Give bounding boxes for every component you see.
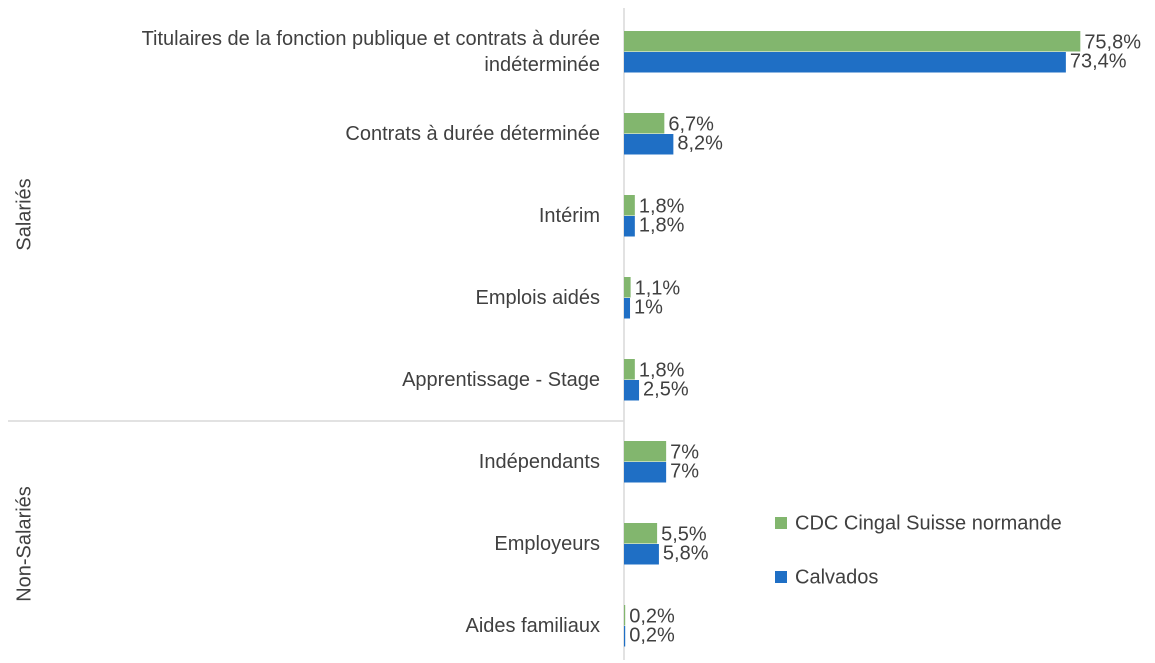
group-label: Salariés — [13, 178, 35, 250]
value-label: 1,1% — [635, 277, 681, 299]
value-label: 2,5% — [643, 378, 689, 400]
category-label: Intérim — [538, 205, 600, 227]
bar — [624, 544, 659, 565]
bar — [624, 523, 658, 544]
bar — [624, 462, 667, 483]
bar — [624, 195, 635, 216]
bar — [624, 605, 626, 626]
value-label: 5,5% — [661, 523, 707, 545]
value-label: 1% — [634, 296, 663, 318]
category-label: Apprentissage - Stage — [402, 369, 600, 391]
legend-label: Calvados — [795, 566, 878, 588]
bar — [624, 277, 631, 298]
bar — [624, 380, 640, 401]
value-label: 75,8% — [1084, 31, 1141, 53]
value-label: 1,8% — [639, 195, 685, 217]
bar — [624, 52, 1066, 73]
bar — [624, 134, 674, 155]
category-label: Indépendants — [478, 451, 600, 473]
value-label: 73,4% — [1070, 50, 1127, 72]
value-label: 1,8% — [639, 359, 685, 381]
legend-label: CDC Cingal Suisse normande — [795, 512, 1062, 534]
bar — [624, 31, 1081, 52]
legend-swatch — [775, 517, 787, 529]
value-label: 6,7% — [668, 113, 714, 135]
category-label: Aides familiaux — [465, 615, 600, 637]
value-label: 8,2% — [677, 132, 723, 154]
bar — [624, 359, 635, 380]
bar — [624, 113, 665, 134]
value-label: 1,8% — [639, 214, 685, 236]
legend-swatch — [775, 571, 787, 583]
value-label: 0,2% — [629, 605, 675, 627]
category-label: Employeurs — [494, 533, 600, 555]
category-label: Titulaires de la fonction publique et co… — [141, 28, 600, 76]
category-label: Contrats à durée déterminée — [345, 123, 600, 145]
bar — [624, 441, 667, 462]
bar — [624, 216, 635, 237]
value-label: 7% — [670, 460, 699, 482]
category-label: Emplois aidés — [475, 287, 600, 309]
value-label: 0,2% — [629, 624, 675, 646]
bar — [624, 298, 631, 319]
value-label: 7% — [670, 441, 699, 463]
group-label: Non-Salariés — [13, 486, 35, 602]
bar — [624, 626, 626, 647]
value-label: 5,8% — [663, 542, 709, 564]
